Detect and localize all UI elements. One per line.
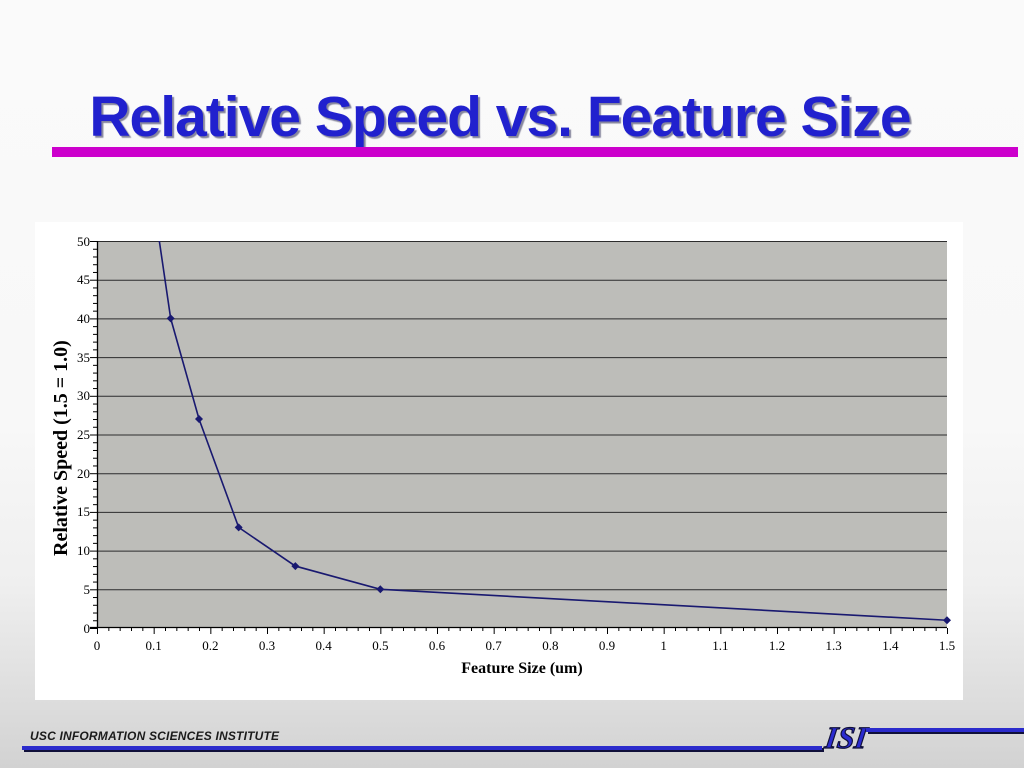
x-tick-label: 1.1 <box>712 638 729 653</box>
x-tick-label: 0.8 <box>542 638 559 653</box>
y-tick-label: 10 <box>77 543 90 559</box>
line-chart <box>90 241 951 634</box>
footer-rule-right <box>866 728 1024 732</box>
y-tick-label: 0 <box>83 620 91 636</box>
x-tick-label: 1 <box>660 638 667 653</box>
data-point-marker <box>234 523 243 532</box>
y-tick-label: 20 <box>77 465 90 481</box>
y-tick-label: 5 <box>83 581 91 597</box>
x-tick-label: 0 <box>93 638 101 653</box>
y-tick-label: 40 <box>77 310 90 326</box>
y-tick-label: 50 <box>77 233 90 249</box>
x-tick-label: 0.1 <box>145 638 162 653</box>
data-point-marker <box>195 415 203 424</box>
data-point-marker <box>166 314 175 323</box>
y-tick-label: 30 <box>77 388 90 404</box>
x-tick-label: 0.7 <box>485 638 502 653</box>
x-axis-title: Feature Size (um) <box>461 660 583 677</box>
x-tick-label: 0.3 <box>258 638 276 653</box>
footer-rule-left <box>22 746 822 750</box>
x-tick-label: 0.4 <box>315 638 332 653</box>
chart-frame: Relative Speed (1.5 = 1.0) 0 5 10 15 20 25 30 3… <box>35 222 963 700</box>
y-tick-label: 25 <box>77 427 90 442</box>
x-tick-label: 0.6 <box>428 638 446 653</box>
x-tick-label: 0.2 <box>202 638 219 653</box>
slide-title: Relative Speed vs. Feature Size <box>89 85 911 149</box>
title-underline-bar <box>52 147 1018 157</box>
x-tick-label: 0.9 <box>598 638 616 653</box>
plot-area <box>90 241 951 634</box>
footer-institute-label: USC INFORMATION SCIENCES INSTITUTE <box>30 729 280 743</box>
y-tick-label: 35 <box>77 349 90 365</box>
data-point-marker <box>376 585 385 594</box>
x-tick-label: 1.5 <box>938 638 956 653</box>
y-tick-label: 15 <box>77 504 90 520</box>
data-point-marker <box>943 616 951 625</box>
y-tick-label: 45 <box>77 272 90 288</box>
x-tick-label: 0.5 <box>372 638 389 653</box>
x-tick-label: 1.3 <box>825 638 842 653</box>
x-tick-label: 1.2 <box>768 638 786 653</box>
x-tick-label: 1.4 <box>882 638 899 653</box>
data-point-marker <box>291 562 300 571</box>
